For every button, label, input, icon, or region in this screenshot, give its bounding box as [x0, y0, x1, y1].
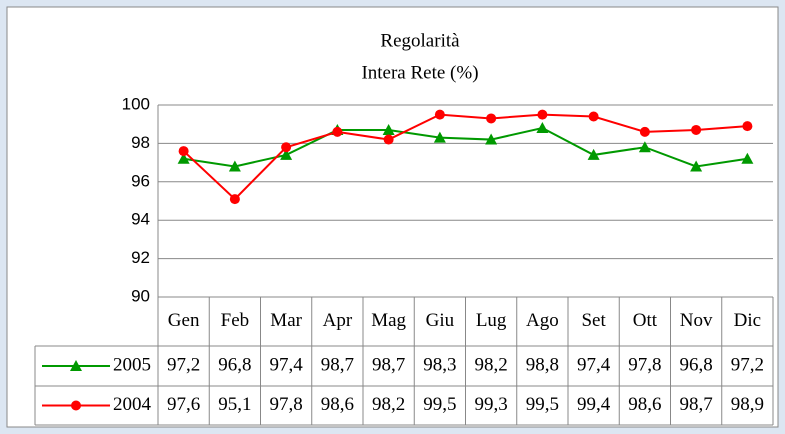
data-label: 97,8 [270, 394, 303, 415]
marker [537, 109, 548, 120]
y-tick-label: 94 [131, 210, 150, 229]
data-label: 97,2 [167, 354, 200, 375]
data-label: 96,8 [680, 354, 713, 375]
marker [280, 148, 293, 160]
data-label: 97,4 [577, 354, 611, 375]
legend-label: 2005 [113, 354, 151, 375]
x-tick-label: Nov [680, 310, 713, 331]
legend-label: 2004 [113, 394, 152, 415]
data-label: 99,3 [475, 394, 508, 415]
marker [177, 152, 190, 164]
marker [587, 148, 600, 160]
y-tick-label: 92 [131, 248, 150, 267]
marker [229, 194, 240, 205]
marker [382, 123, 395, 135]
chart-title: Regolarità [380, 30, 460, 51]
data-label: 97,6 [167, 394, 200, 415]
marker [691, 124, 702, 135]
marker [332, 126, 343, 137]
marker [639, 126, 650, 137]
marker [485, 133, 498, 145]
series-line [182, 113, 748, 201]
data-label: 97,2 [731, 354, 764, 375]
x-tick-label: Apr [323, 310, 353, 331]
x-tick-label: Ago [526, 310, 559, 331]
chart-frame [6, 6, 779, 428]
x-tick-label: Dic [734, 310, 761, 331]
x-tick-label: Set [581, 310, 606, 331]
x-tick-label: Mag [371, 310, 406, 331]
data-label: 98,6 [628, 394, 661, 415]
x-tick-label: Ott [633, 310, 658, 331]
marker [588, 111, 599, 122]
marker [228, 160, 241, 172]
data-label: 95,1 [218, 394, 251, 415]
data-label: 99,5 [526, 394, 559, 415]
marker [178, 146, 189, 157]
data-label: 98,9 [731, 394, 764, 415]
marker [638, 141, 651, 153]
data-label: 98,8 [526, 354, 559, 375]
marker [486, 113, 497, 124]
marker [742, 121, 753, 132]
data-label: 99,4 [577, 394, 611, 415]
data-label: 98,7 [321, 354, 354, 375]
data-label: 98,2 [372, 394, 405, 415]
x-tick-label: Feb [221, 310, 250, 331]
y-tick-label: 90 [131, 286, 150, 305]
marker [434, 109, 445, 120]
marker [70, 360, 82, 371]
data-label: 98,3 [423, 354, 456, 375]
x-tick-label: Gen [168, 310, 200, 331]
data-label: 96,8 [218, 354, 251, 375]
y-tick-label: 98 [131, 133, 150, 152]
data-label: 98,7 [372, 354, 405, 375]
chart-subtitle: Intera Rete (%) [361, 62, 478, 83]
y-tick-label: 100 [122, 94, 150, 113]
marker [281, 142, 292, 153]
marker [383, 134, 394, 145]
data-label: 97,4 [270, 354, 304, 375]
marker [71, 400, 81, 411]
data-label: 98,6 [321, 394, 354, 415]
data-label: 99,5 [423, 394, 456, 415]
marker [433, 131, 446, 143]
x-tick-label: Mar [270, 310, 302, 331]
x-tick-label: Giu [426, 310, 455, 331]
data-label: 98,2 [475, 354, 508, 375]
marker [690, 160, 703, 172]
y-tick-label: 96 [131, 171, 150, 190]
marker [536, 122, 549, 134]
x-tick-label: Lug [476, 310, 507, 331]
data-label: 97,8 [628, 354, 661, 375]
data-label: 98,7 [680, 394, 713, 415]
marker [741, 152, 754, 164]
